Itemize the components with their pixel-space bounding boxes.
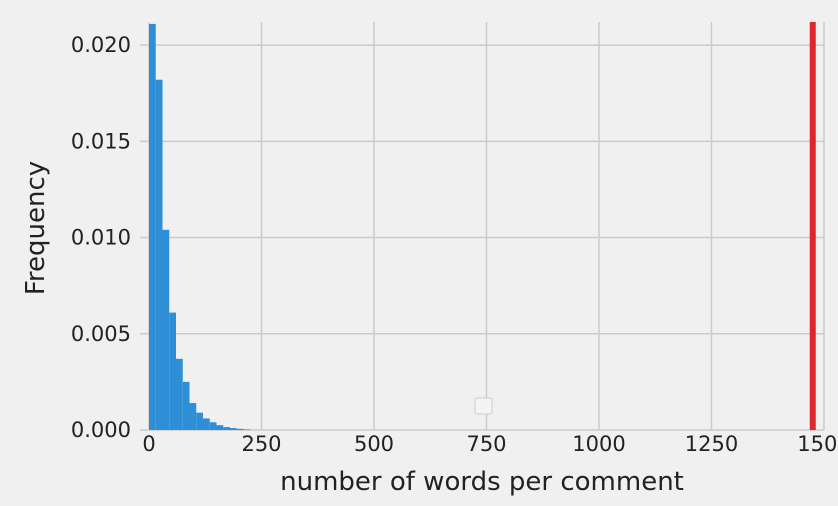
histogram-bar <box>203 418 210 430</box>
x-tick-label: 1000 <box>572 432 625 456</box>
x-tick-label: 750 <box>466 432 506 456</box>
y-tick-label: 0.015 <box>71 129 131 153</box>
x-axis-label: number of words per comment <box>280 467 684 497</box>
histogram-bar <box>189 403 197 430</box>
histogram-bar <box>176 358 183 430</box>
histogram-bar <box>230 428 237 430</box>
grid-lines <box>140 22 825 431</box>
y-axis-label: Frequency <box>21 161 51 295</box>
histogram-bar <box>216 425 224 430</box>
histogram-bar <box>236 428 244 430</box>
y-tick-label: 0.020 <box>71 33 131 57</box>
y-tick-label: 0.010 <box>71 226 131 250</box>
histogram-bar <box>169 312 176 430</box>
x-tick-label: 500 <box>354 432 394 456</box>
histogram-bars <box>149 23 251 431</box>
histogram-bar <box>243 429 251 430</box>
histogram-bar <box>182 381 190 430</box>
x-tick-label: 1250 <box>685 432 738 456</box>
y-tick-label: 0.005 <box>71 322 131 346</box>
histogram-bar <box>223 427 230 430</box>
x-tick-label: 250 <box>241 432 281 456</box>
y-tick-label: 0.000 <box>71 418 131 442</box>
histogram-bar <box>155 79 163 431</box>
histogram-bar <box>196 412 203 430</box>
legend-marker <box>474 397 493 415</box>
y-tick-labels: 0.000 0.005 0.010 0.015 0.020 <box>71 33 131 442</box>
x-tick-label: 0 <box>142 432 155 456</box>
plot-area <box>140 22 824 430</box>
histogram-bar <box>209 422 217 430</box>
histogram-bar <box>162 229 170 430</box>
histogram-bar <box>149 23 156 430</box>
